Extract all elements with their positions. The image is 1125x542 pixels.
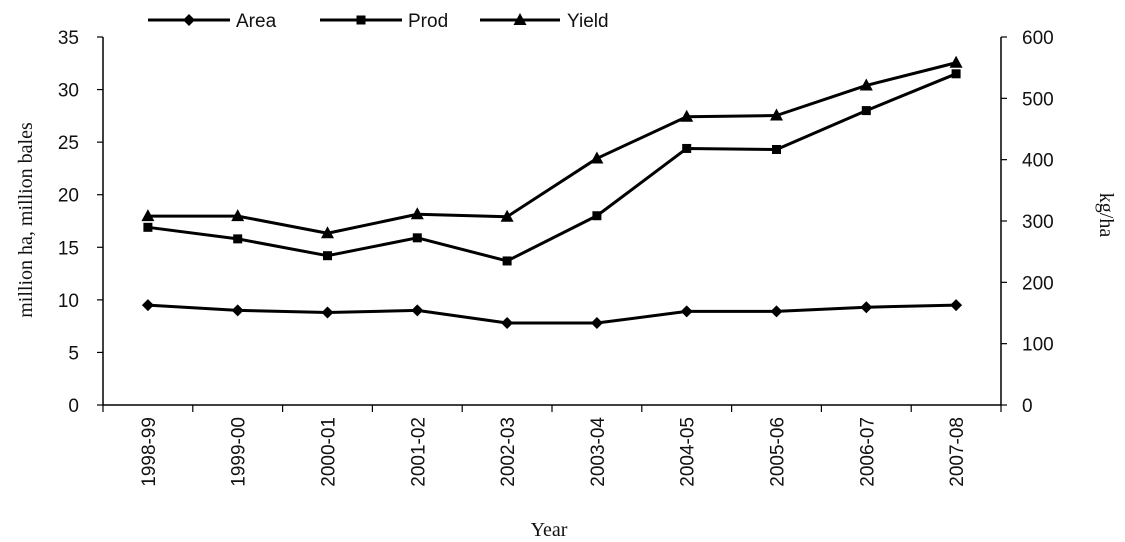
data-point-area	[141, 299, 154, 312]
y2-tick-label: 200	[1022, 273, 1054, 294]
legend: Area Prod Yield	[148, 11, 609, 32]
data-point-area	[321, 306, 334, 319]
data-point-yield	[410, 207, 424, 220]
y2-tick-label: 500	[1022, 89, 1054, 110]
legend-marker-area	[183, 14, 195, 26]
data-point-yield	[680, 109, 694, 122]
data-point-prod	[682, 143, 692, 153]
data-point-prod	[951, 69, 961, 79]
y-tick-label: 0	[68, 396, 79, 417]
legend-label-area: Area	[236, 11, 277, 32]
x-tick-label: 2003-04	[588, 417, 609, 487]
x-tick-label: 2007-08	[947, 417, 968, 487]
y2-tick-label: 400	[1022, 151, 1054, 172]
data-point-yield	[590, 151, 604, 164]
tick-labels: 0 5 10 15 20 25 30 35 0 100 200 300 400 500 600 1998-99…	[58, 28, 1054, 487]
y-tick-label: 35	[58, 28, 79, 49]
legend-label-prod: Prod	[408, 11, 448, 32]
data-point-prod	[323, 251, 332, 261]
x-axis-title: Year	[531, 519, 568, 541]
data-point-prod	[592, 211, 602, 221]
data-point-yield	[141, 209, 155, 222]
legend-label-yield: Yield	[567, 11, 609, 32]
data-point-area	[590, 316, 603, 329]
y2-axis-title: kg/ha	[1095, 193, 1117, 238]
data-point-prod	[233, 234, 243, 244]
x-tick-label: 1998-99	[139, 417, 160, 487]
data-point-yield	[859, 78, 873, 91]
x-tick-label: 2000-01	[319, 417, 340, 487]
y-tick-label: 5	[68, 343, 79, 364]
x-tick-label: 2005-06	[768, 417, 789, 487]
x-tick-label: 2006-07	[857, 417, 878, 487]
data-point-prod	[861, 106, 871, 116]
data-point-area	[680, 305, 693, 318]
x-tick-label: 1999-00	[229, 417, 250, 487]
y-tick-label: 10	[58, 291, 79, 312]
legend-item-area: Area	[148, 11, 277, 32]
series-area	[141, 299, 963, 329]
data-point-area	[860, 301, 873, 314]
y2-tick-label: 600	[1022, 28, 1054, 49]
data-point-area	[950, 299, 963, 312]
y2-tick-label: 100	[1022, 335, 1054, 356]
data-point-yield	[949, 55, 963, 68]
data-point-area	[770, 305, 783, 318]
y-tick-label: 30	[58, 81, 79, 102]
legend-marker-prod	[356, 15, 366, 25]
y-tick-label: 25	[58, 133, 79, 154]
data-point-prod	[772, 145, 781, 155]
data-point-prod	[502, 256, 512, 266]
y-tick-label: 15	[58, 238, 79, 259]
data-point-area	[231, 304, 244, 317]
data-point-area	[411, 304, 424, 317]
series-line-yield	[147, 61, 957, 235]
series-group	[141, 55, 963, 329]
legend-marker-yield	[513, 13, 527, 25]
data-point-yield	[500, 209, 514, 222]
legend-item-yield: Yield	[480, 11, 609, 32]
y-axis-title: million ha, million bales	[15, 122, 37, 318]
x-tick-label: 2001-02	[408, 417, 429, 487]
data-point-prod	[412, 233, 422, 243]
data-point-yield	[770, 108, 783, 121]
legend-item-prod: Prod	[320, 11, 448, 32]
y2-tick-label: 300	[1022, 212, 1054, 233]
axes	[97, 36, 1007, 412]
series-yield	[141, 55, 963, 239]
data-point-yield	[231, 209, 245, 222]
data-point-prod	[143, 222, 153, 232]
data-point-yield	[321, 226, 334, 239]
series-prod	[143, 69, 961, 266]
y-tick-label: 20	[58, 186, 79, 207]
series-line-area	[147, 303, 957, 325]
series-line-prod	[147, 72, 957, 263]
y2-tick-label: 0	[1022, 396, 1033, 417]
data-point-area	[501, 316, 514, 329]
x-tick-label: 2002-03	[498, 417, 519, 487]
x-tick-label: 2004-05	[678, 417, 699, 487]
